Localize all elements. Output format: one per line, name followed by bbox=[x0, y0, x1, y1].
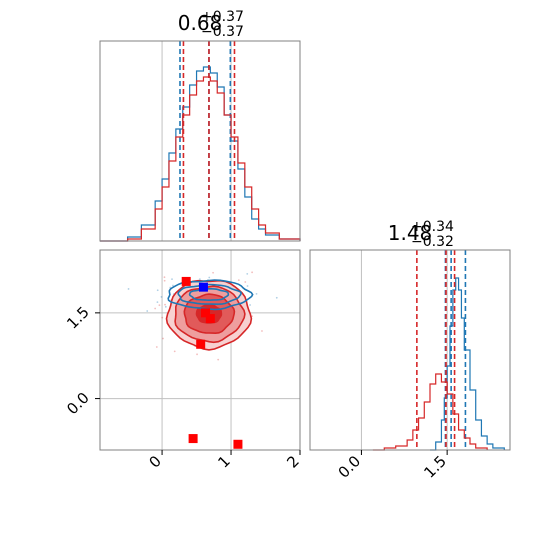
scatter-sample-red bbox=[196, 353, 198, 356]
scatter-sample-blue bbox=[246, 285, 249, 287]
scatter-frame bbox=[99, 249, 301, 451]
param2-histogram-series-0 bbox=[430, 277, 505, 451]
scatter-sample-blue bbox=[198, 278, 201, 281]
scatter-sample-red bbox=[212, 271, 214, 274]
scatter-sample-blue bbox=[275, 296, 278, 299]
param2-histogram-series-1 bbox=[372, 373, 488, 451]
scatter-sample-red bbox=[161, 316, 164, 319]
blue-contour-level-2 bbox=[188, 288, 230, 302]
scatter-point-6 bbox=[233, 439, 243, 449]
scatter-x-tick-label-0: 0 bbox=[145, 452, 164, 471]
blue-contour-level-1 bbox=[177, 283, 243, 306]
scatter-sample-red bbox=[164, 303, 166, 306]
scatter-y-tick-label-1: 1.5 bbox=[63, 303, 93, 333]
scatter-sample-blue bbox=[146, 310, 149, 312]
histogram-title-param1: 0.68 bbox=[178, 11, 223, 35]
scatter-sample-red bbox=[261, 330, 263, 332]
scatter-point-5 bbox=[188, 434, 198, 444]
scatter-y-tick-label-0: 0.0 bbox=[63, 389, 93, 419]
scatter-sample-red bbox=[158, 304, 161, 307]
scatter-sample-blue bbox=[156, 301, 159, 304]
scatter-sample-blue bbox=[156, 289, 159, 292]
scatter-sample-blue bbox=[164, 305, 167, 308]
scatter-sample-blue bbox=[160, 296, 163, 298]
histogram-title-param2-minus: −0.32 bbox=[411, 234, 454, 250]
scatter-sample-red bbox=[155, 346, 158, 348]
scatter-sample-red bbox=[173, 350, 176, 353]
scatter-point-1 bbox=[198, 282, 208, 292]
histogram-title-param1-plus: +0.37 bbox=[201, 9, 244, 25]
scatter-sample-blue bbox=[127, 288, 130, 290]
scatter-sample-red bbox=[251, 271, 254, 274]
histogram-title-param2: 1.48 bbox=[388, 221, 433, 245]
scatter-sample-red bbox=[163, 279, 166, 282]
param2-x-tick-label-0: 0.0 bbox=[335, 452, 365, 482]
scatter-point-3 bbox=[205, 314, 215, 324]
scatter-sample-red bbox=[244, 281, 247, 283]
scatter-sample-blue bbox=[171, 278, 173, 281]
histogram-frame-param1 bbox=[99, 40, 301, 242]
blue-contour-level-0 bbox=[167, 279, 254, 311]
scatter-point-4 bbox=[196, 339, 206, 349]
histogram-title-param1-minus: −0.37 bbox=[201, 24, 244, 40]
scatter-panel: 0 1 2 0.0 1.5 bbox=[63, 249, 303, 472]
scatter-sample-blue bbox=[172, 284, 174, 287]
histogram-frame-param2 bbox=[309, 249, 511, 451]
scatter-x-tick-label-2: 2 bbox=[283, 452, 302, 471]
scatter-point-2 bbox=[201, 308, 211, 318]
scatter-sample-red bbox=[237, 279, 240, 282]
scatter-sample-blue bbox=[208, 276, 211, 279]
param2-x-tick-label-1: 1.5 bbox=[420, 452, 450, 482]
histogram-panel-param2: 1.48 +0.34 −0.32 0.0 1.5 bbox=[309, 219, 511, 482]
scatter-sample-blue bbox=[246, 272, 249, 275]
histogram-title-param2-plus: +0.34 bbox=[411, 219, 454, 235]
histogram-panel-param1: 0.68 +0.37 −0.37 bbox=[99, 9, 301, 242]
param1-histogram-series-0 bbox=[100, 66, 301, 242]
param1-histogram-series-1 bbox=[100, 76, 301, 242]
scatter-point-0 bbox=[181, 276, 191, 286]
scatter-x-tick-label-1: 1 bbox=[214, 452, 233, 471]
scatter-sample-blue bbox=[255, 292, 258, 295]
scatter-sample-red bbox=[163, 276, 166, 279]
scatter-sample-red bbox=[154, 307, 157, 310]
scatter-sample-blue bbox=[249, 304, 251, 306]
scatter-sample-red bbox=[217, 358, 220, 361]
scatter-sample-red bbox=[162, 337, 164, 340]
